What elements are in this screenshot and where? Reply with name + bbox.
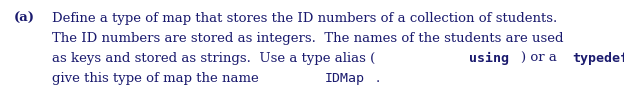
Text: as keys and stored as strings.  Use a type alias (: as keys and stored as strings. Use a typ… bbox=[52, 52, 375, 65]
Text: give this type of map the name: give this type of map the name bbox=[52, 72, 263, 85]
Text: IDMap: IDMap bbox=[324, 72, 364, 85]
Text: using: using bbox=[469, 52, 509, 65]
Text: Define a type of map that stores the ID numbers of a collection of students.: Define a type of map that stores the ID … bbox=[52, 12, 557, 25]
Text: .: . bbox=[376, 72, 380, 85]
Text: typedef: typedef bbox=[572, 52, 624, 65]
Text: (a): (a) bbox=[14, 12, 35, 25]
Text: ) or a: ) or a bbox=[520, 52, 561, 65]
Text: The ID numbers are stored as integers.  The names of the students are used: The ID numbers are stored as integers. T… bbox=[52, 32, 563, 45]
